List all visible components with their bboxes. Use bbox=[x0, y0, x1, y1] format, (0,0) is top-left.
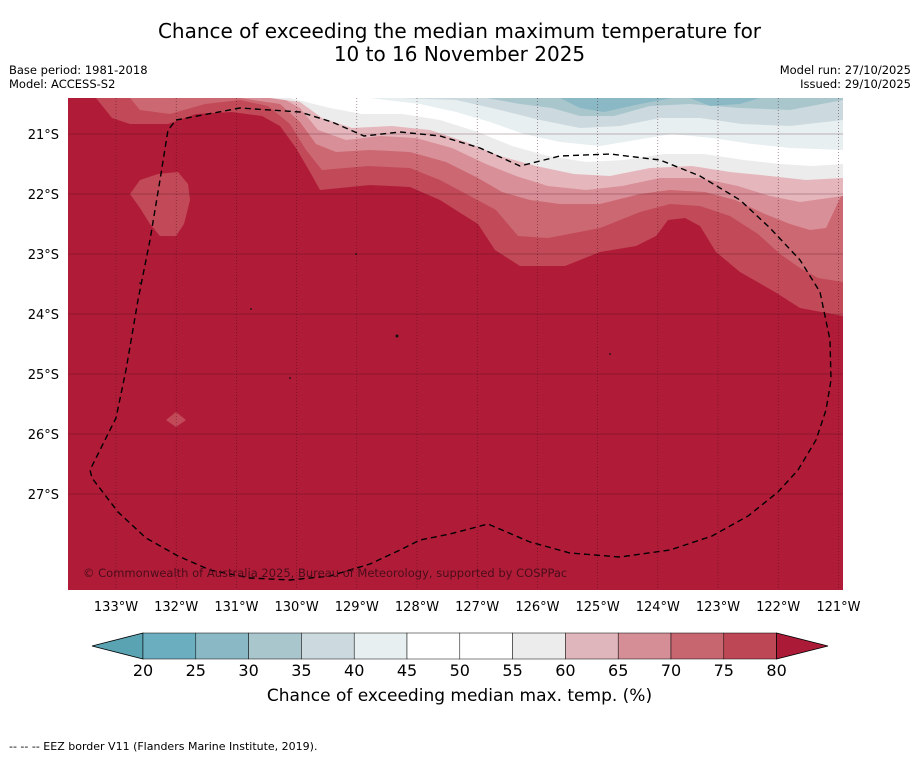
colorbar-tick: 40 bbox=[344, 661, 364, 680]
colorbar-tick: 80 bbox=[766, 661, 786, 680]
lon-label: 121°W bbox=[816, 600, 860, 615]
island-dot bbox=[250, 308, 252, 310]
colorbar-segment bbox=[723, 632, 777, 660]
probability-field bbox=[68, 98, 843, 590]
colorbar-segment bbox=[142, 632, 197, 660]
colorbar-segment bbox=[512, 632, 566, 660]
island-dot bbox=[355, 253, 357, 255]
island-dot bbox=[609, 353, 611, 355]
region-25b bbox=[690, 98, 760, 106]
lon-label: 133°W bbox=[94, 600, 138, 615]
colorbar-tick: 75 bbox=[714, 661, 734, 680]
colorbar-segment bbox=[353, 632, 408, 660]
lon-label: 124°W bbox=[636, 600, 680, 615]
colorbar-tick: 30 bbox=[238, 661, 258, 680]
colorbar-segment bbox=[617, 632, 672, 660]
colorbar-tick: 50 bbox=[450, 661, 470, 680]
model-name: Model: ACCESS-S2 bbox=[9, 77, 116, 91]
colorbar-tick: 20 bbox=[133, 661, 153, 680]
lon-label: 125°W bbox=[576, 600, 620, 615]
lon-label: 131°W bbox=[214, 600, 258, 615]
colorbar-tick: 65 bbox=[608, 661, 628, 680]
latitude-labels: 21°S 22°S 23°S 24°S 25°S 26°S 27°S bbox=[28, 128, 59, 503]
lat-label: 23°S bbox=[28, 248, 59, 263]
colorbar: 20 25 30 35 40 45 50 55 60 65 70 75 80 bbox=[91, 632, 829, 680]
colorbar-label: Chance of exceeding median max. temp. (%… bbox=[266, 686, 653, 706]
colorbar-segment bbox=[301, 632, 355, 660]
colorbar-tick: 45 bbox=[397, 661, 417, 680]
colorbar-segment bbox=[248, 632, 302, 660]
island-dot bbox=[289, 377, 291, 379]
eez-legend: -- -- -- EEZ border V11 (Flanders Marine… bbox=[9, 740, 318, 753]
lon-label: 129°W bbox=[335, 600, 379, 615]
colorbar-over-arrow bbox=[776, 632, 829, 660]
colorbar-tick: 35 bbox=[291, 661, 311, 680]
lon-label: 128°W bbox=[395, 600, 439, 615]
islands bbox=[139, 253, 611, 379]
blob-75 bbox=[130, 172, 190, 236]
island-dot bbox=[395, 334, 399, 338]
lon-label: 123°W bbox=[696, 600, 740, 615]
colorbar-segment bbox=[565, 632, 619, 660]
copyright-text: © Commonwealth of Australia 2025, Bureau… bbox=[83, 566, 567, 580]
colorbar-tick: 60 bbox=[555, 661, 575, 680]
lon-label: 122°W bbox=[756, 600, 800, 615]
colorbar-under-arrow bbox=[91, 632, 144, 660]
lon-label: 132°W bbox=[154, 600, 198, 615]
base-period: Base period: 1981-2018 bbox=[9, 63, 148, 77]
meta-left: Base period: 1981-2018 Model: ACCESS-S2 bbox=[9, 63, 148, 91]
lon-label: 130°W bbox=[275, 600, 319, 615]
lat-label: 24°S bbox=[28, 308, 59, 323]
lat-label: 21°S bbox=[28, 128, 59, 143]
island-dot bbox=[139, 282, 141, 284]
region-25 bbox=[560, 98, 672, 112]
colorbar-tick: 25 bbox=[186, 661, 206, 680]
lat-label: 22°S bbox=[28, 188, 59, 203]
lat-label: 26°S bbox=[28, 428, 59, 443]
chart-title-line2: 10 to 16 November 2025 bbox=[333, 42, 586, 66]
colorbar-segment bbox=[670, 632, 725, 660]
colorbar-tick: 70 bbox=[661, 661, 681, 680]
meta-right: Model run: 27/10/2025 Issued: 29/10/2025 bbox=[780, 63, 911, 91]
issued-date: Issued: 29/10/2025 bbox=[800, 77, 911, 91]
colorbar-segment bbox=[195, 632, 249, 660]
model-run: Model run: 27/10/2025 bbox=[779, 63, 911, 77]
lon-label: 126°W bbox=[515, 600, 559, 615]
colorbar-segment bbox=[459, 632, 513, 660]
longitude-labels: 133°W 132°W 131°W 130°W 129°W 128°W 127°W 126°W… bbox=[94, 600, 861, 615]
lon-label: 127°W bbox=[455, 600, 499, 615]
colorbar-segment bbox=[406, 632, 461, 660]
eez-boundary bbox=[89, 107, 832, 581]
gridlines bbox=[68, 98, 843, 590]
lat-label: 27°S bbox=[28, 488, 59, 503]
lat-label: 25°S bbox=[28, 368, 59, 383]
chart-title-line1: Chance of exceeding the median maximum t… bbox=[157, 19, 762, 43]
colorbar-tick: 55 bbox=[502, 661, 522, 680]
